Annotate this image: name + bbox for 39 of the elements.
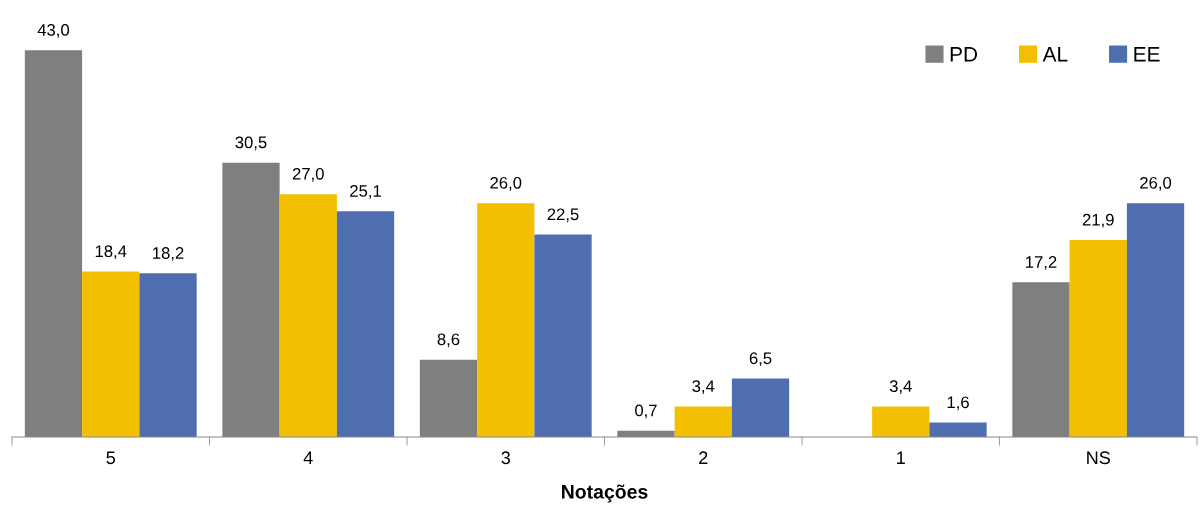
bar	[929, 422, 987, 437]
x-tick-label: 3	[501, 451, 510, 465]
bar	[674, 406, 732, 437]
data-label: 3,4	[692, 380, 715, 394]
data-label: 1,6	[947, 396, 969, 411]
bar	[139, 273, 197, 437]
data-label: 18,2	[153, 247, 184, 261]
bar	[477, 203, 535, 437]
bar	[279, 194, 337, 437]
data-label: 43,0	[37, 24, 70, 38]
data-label: 27,0	[292, 167, 324, 182]
x-tick-label: 4	[303, 451, 313, 464]
legend-label: EE	[1134, 47, 1160, 62]
data-label: 17,2	[1026, 256, 1057, 270]
x-tick-label: 2	[699, 451, 708, 464]
x-axis-title: Notações	[562, 484, 648, 503]
data-label: 21,9	[1082, 213, 1114, 228]
bar	[1126, 203, 1185, 437]
data-label: 3,4	[889, 380, 912, 394]
data-label: 30,5	[235, 136, 267, 151]
bar	[872, 406, 930, 437]
data-label: 26,0	[1140, 176, 1172, 191]
bar	[1069, 240, 1127, 437]
bar	[82, 271, 140, 437]
bar	[534, 234, 592, 437]
data-label: 25,1	[350, 185, 381, 199]
x-tick-label: NS	[1087, 451, 1110, 465]
data-label: 18,4	[95, 245, 127, 260]
x-tick-label: 5	[106, 451, 116, 465]
x-tick-label: 1	[897, 451, 905, 464]
data-label: 6,5	[749, 352, 772, 367]
legend-label: PD	[950, 47, 978, 62]
data-label: 22,5	[547, 208, 579, 223]
data-label: 26,0	[490, 176, 522, 191]
data-label: 0,7	[635, 404, 657, 419]
bar	[336, 211, 395, 437]
bar	[731, 378, 790, 437]
data-label: 8,6	[437, 333, 460, 348]
legend-label: AL	[1042, 47, 1068, 62]
